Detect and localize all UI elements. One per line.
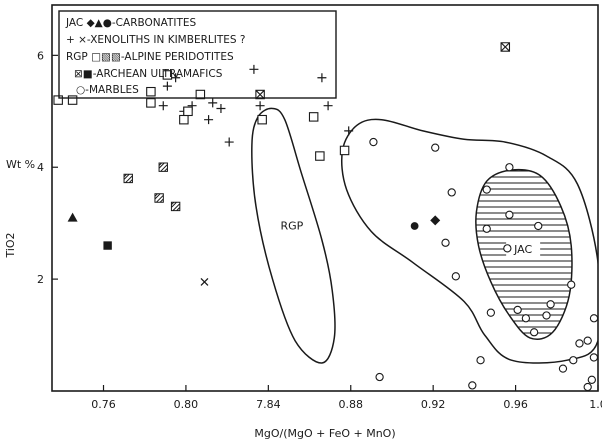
x-axis-title: MgO/(MgO + FeO + MnO) [254, 427, 395, 440]
point-circle-open [486, 308, 496, 317]
point-plus [162, 81, 172, 91]
point-square-open [195, 89, 206, 100]
point-circle-open [569, 356, 578, 365]
point-circle-open [369, 137, 378, 147]
point-circle-open [482, 185, 491, 194]
point-circle-open [521, 314, 531, 323]
points-layer [53, 42, 599, 392]
point-circle-open [534, 221, 543, 231]
point-square-open [179, 114, 189, 125]
legend-entry-carbonatites: JAC ◆▲●-CARBONATITES [65, 17, 197, 29]
point-square-open [257, 114, 267, 125]
point-plus [171, 73, 181, 83]
point-square-open [67, 95, 78, 105]
point-circle-open [476, 356, 485, 365]
y-axis-title: TiO2 [4, 232, 17, 258]
point-plus [208, 98, 218, 108]
point-square-open [183, 106, 193, 117]
point-square-hatched [154, 193, 164, 203]
point-square-open [339, 145, 350, 156]
point-circle-open [451, 272, 460, 281]
region-marble-field-outline [340, 118, 598, 364]
point-plus [323, 101, 333, 111]
point-plus [255, 101, 265, 111]
point-circle-open [546, 300, 555, 309]
point-plus [204, 115, 214, 125]
point-plus [158, 101, 168, 111]
x-tick-label: 1.0 [589, 398, 602, 411]
point-circle-open [558, 364, 568, 373]
ticks-layer: 0.76 0.80 7.84 0.88 0.92 0.96 1.0 2 4 6 [37, 49, 602, 411]
point-plus [249, 64, 259, 74]
region-jac-label-bg [506, 239, 541, 256]
plot-frame [51, 4, 599, 392]
x-tick-label: 0.80 [174, 398, 199, 411]
point-square-open [146, 86, 156, 97]
point-plus [216, 103, 226, 113]
legend: JAC ◆▲●-CARBONATITES + ×-XENOLITHS IN KI… [58, 10, 337, 99]
point-square-open [53, 95, 63, 105]
point-circle-open [587, 375, 596, 384]
point-circle-open [441, 238, 450, 247]
legend-box [58, 10, 337, 99]
point-square-filled [103, 241, 112, 250]
point-circle-open [542, 311, 551, 320]
point-circle-open [503, 244, 512, 253]
y-tick-label: 2 [37, 273, 44, 286]
region-jac-label: JAC [513, 243, 532, 256]
point-triangle-filled [67, 212, 78, 222]
legend-entry-xenoliths: + ×-XENOLITHS IN KIMBERLITES ? [66, 34, 245, 46]
legend-entry-alpine-peridotites: RGP □▧▧-ALPINE PERIDOTITES [66, 51, 234, 63]
legend-entry-marbles: ○-MARBLES [76, 84, 139, 96]
point-circle-open [583, 382, 592, 392]
point-plus [317, 73, 327, 83]
point-circle-filled [410, 222, 419, 230]
x-tick-label: 0.76 [91, 398, 116, 411]
point-circle-open [482, 224, 491, 233]
point-square-hatched [123, 173, 133, 184]
point-circle-open [431, 143, 440, 152]
point-square-crossed [500, 42, 511, 52]
regions-layer: RGP JAC [251, 107, 598, 364]
point-square-hatched [170, 201, 181, 212]
y-tick-label: 6 [37, 49, 44, 62]
point-square-open [315, 151, 325, 161]
y-axis-unit: Wt % [6, 158, 35, 171]
point-plus [344, 126, 354, 136]
point-circle-open [375, 372, 384, 382]
point-circle-open [529, 328, 539, 337]
y-tick-label: 4 [37, 161, 44, 174]
point-circle-open [589, 353, 599, 362]
x-tick-label: 0.96 [503, 398, 528, 411]
point-circle-open [447, 188, 456, 197]
point-circle-open [589, 314, 599, 323]
point-square-open [308, 112, 319, 122]
x-tick-label: 0.92 [421, 398, 446, 411]
point-circle-open [505, 210, 514, 219]
region-rgp-outline [251, 107, 336, 364]
point-circle-open [468, 381, 477, 390]
point-square-hatched [158, 162, 168, 172]
point-square-open [162, 70, 173, 80]
point-circle-open [575, 339, 584, 348]
point-circle-open [513, 305, 522, 315]
point-cross [200, 277, 209, 286]
region-rgp-label: RGP [280, 220, 303, 233]
x-tick-label: 0.88 [339, 398, 364, 411]
legend-entry-archean-ultramafics: ⊠■-ARCHEAN ULTRAMAFICS [74, 68, 223, 80]
point-square-open [146, 98, 156, 108]
point-circle-open [583, 336, 592, 345]
point-circle-open [505, 163, 514, 172]
x-tick-label: 7.84 [256, 398, 281, 411]
point-diamond-filled [430, 215, 441, 226]
point-plus [224, 137, 234, 147]
point-circle-open [567, 280, 576, 289]
